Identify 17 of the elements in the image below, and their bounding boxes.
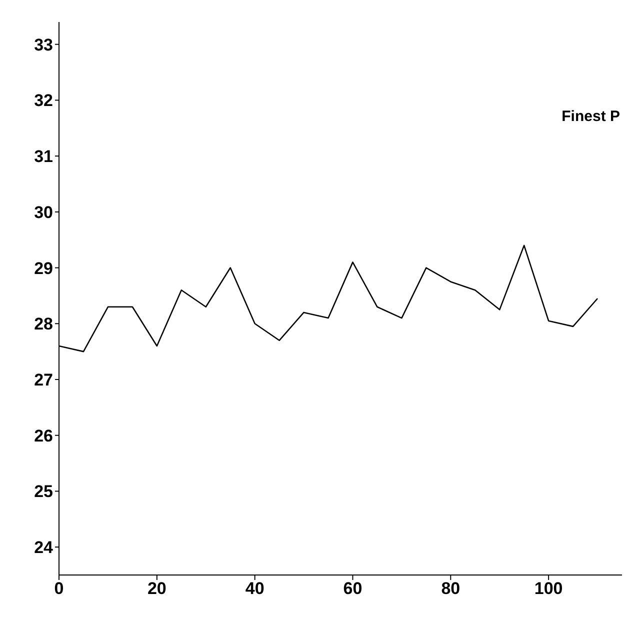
x-tick-label: 20 [147,579,166,598]
y-tick-label: 31 [34,147,53,166]
x-tick-label: 80 [441,579,460,598]
y-tick-label: 24 [34,538,54,558]
y-tick-label: 27 [34,370,53,390]
x-tick-label: 60 [343,579,362,598]
x-tick-label: 100 [534,579,563,598]
y-tick-label: 25 [34,482,53,502]
y-tick-label: 29 [34,258,53,278]
y-tick-label: 30 [34,202,53,222]
x-tick-label: 40 [245,579,264,598]
y-tick-label: 28 [34,314,53,334]
y-tick-label: 33 [34,35,53,54]
annotation: Finest P [562,108,620,125]
x-tick-label: 0 [54,579,64,598]
y-tick-label: 32 [34,91,53,110]
y-tick-label: 26 [34,426,53,446]
